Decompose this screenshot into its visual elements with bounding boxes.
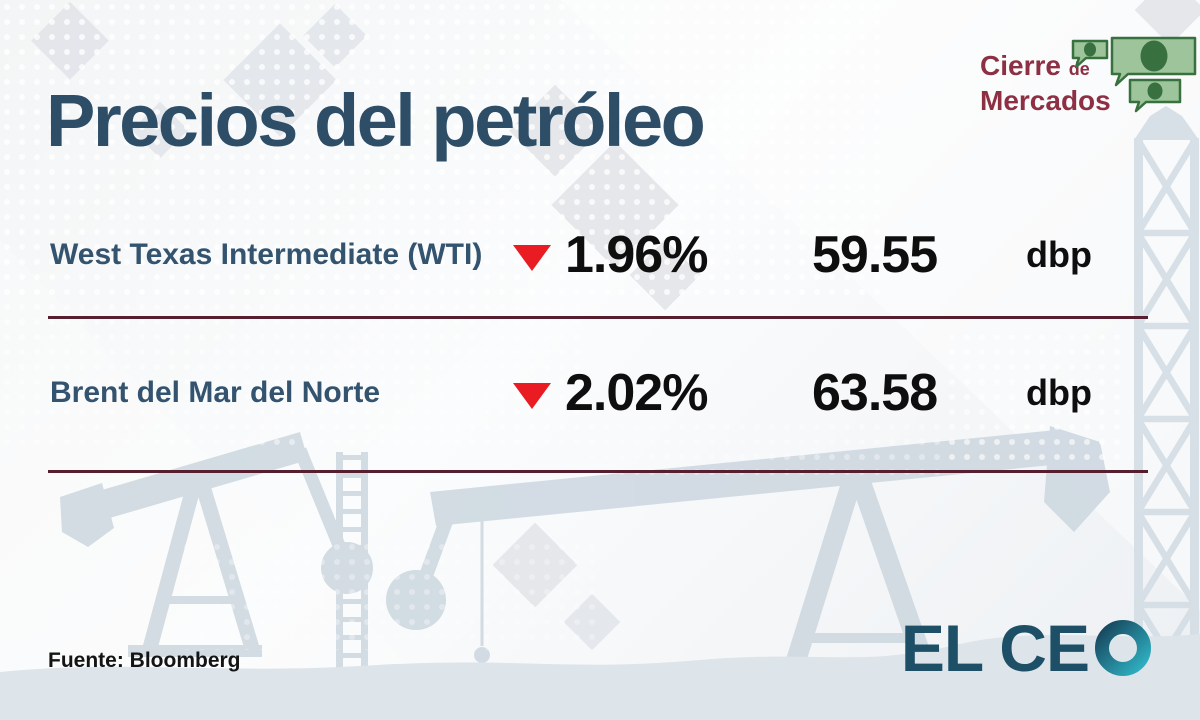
- brand-word-cierre: Cierre: [980, 50, 1061, 81]
- el-ceo-logo: EL CE: [900, 611, 1152, 685]
- instrument-name: Brent del Mar del Norte: [50, 376, 381, 409]
- quote-row-brent: Brent del Mar del Norte 2.02% 63.58 dbp: [0, 360, 1200, 426]
- instrument-name: West Texas Intermediate (WTI): [50, 238, 483, 271]
- down-triangle-icon: [513, 245, 551, 271]
- brand-word-de: de: [1068, 59, 1090, 79]
- money-speech-bubbles-icon: [1071, 36, 1197, 113]
- page-title: Precios del petróleo: [46, 78, 706, 162]
- el-ceo-wordmark: EL CE: [900, 611, 1090, 685]
- quote-row-wti: West Texas Intermediate (WTI) 1.96% 59.5…: [0, 222, 1200, 288]
- price-unit: dbp: [1026, 234, 1092, 275]
- brand-word-mercados: Mercados: [980, 85, 1111, 116]
- source-credit: Fuente: Bloomberg: [48, 649, 241, 672]
- change-percent: 1.96%: [565, 226, 708, 284]
- ground-silhouette: [0, 634, 1200, 720]
- price-value: 63.58: [812, 364, 938, 422]
- separator-line-1: [48, 316, 1148, 319]
- change-percent: 2.02%: [565, 364, 708, 422]
- direction-indicator: [513, 239, 551, 271]
- el-ceo-o-ring-icon: [1095, 620, 1151, 676]
- down-triangle-icon: [513, 383, 551, 409]
- cierre-de-mercados-wordmark: Cierre de Mercados: [980, 50, 1111, 116]
- direction-indicator: [513, 377, 551, 409]
- brand-line-1: Cierre de: [980, 50, 1111, 85]
- price-unit: dbp: [1026, 372, 1092, 413]
- price-value: 59.55: [812, 226, 938, 284]
- separator-line-2: [48, 470, 1148, 473]
